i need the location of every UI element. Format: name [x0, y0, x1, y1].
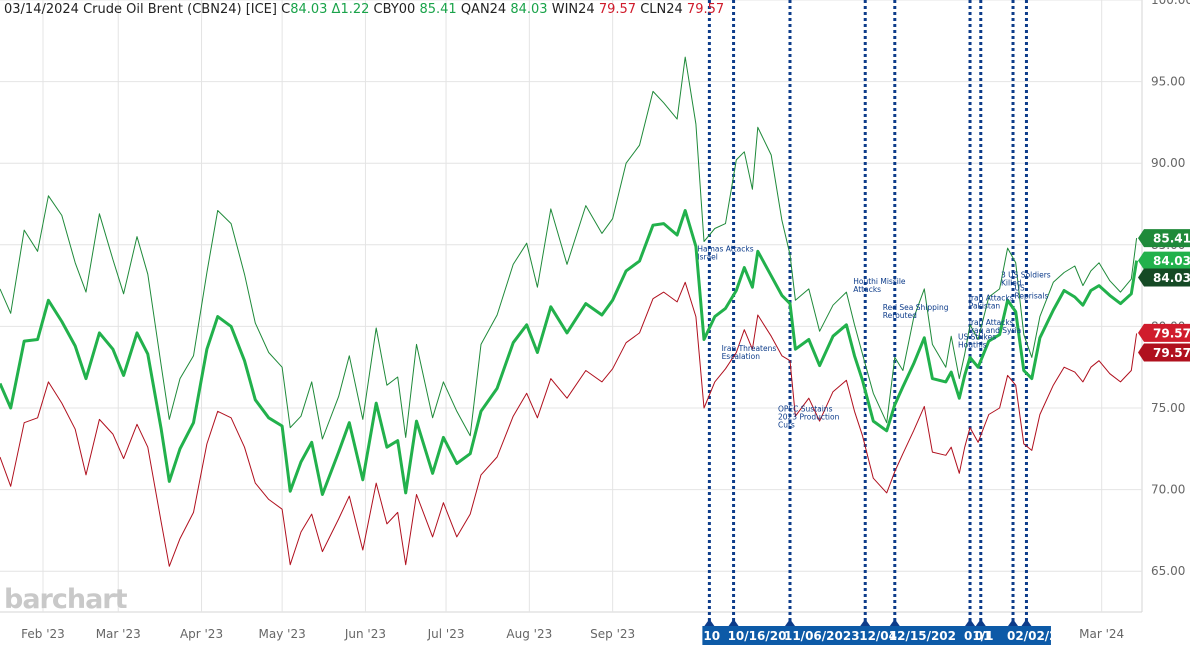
event-annotation-text: Israel	[697, 252, 718, 261]
header-s4-label: CLN24	[640, 2, 683, 17]
event-annotation-text: Houthi Missile	[853, 277, 906, 286]
chart-header: 03/14/2024 Crude Oil Brent (CBN24) [ICE]…	[4, 2, 724, 17]
event-date-label: 12/04	[859, 629, 897, 643]
event-annotation-text: Escalation	[722, 352, 761, 361]
x-tick-label: Jul '23	[427, 627, 465, 641]
event-annotation-text: Red Sea Shipping	[883, 303, 949, 312]
y-tick-label: 75.00	[1151, 401, 1185, 415]
event-annotation-text: Iran Attacks	[969, 293, 1014, 302]
event-date-label: 01/1	[964, 629, 993, 643]
event-annotation-text: Attacks	[853, 285, 881, 294]
event-date-label: 10	[703, 629, 720, 643]
series-line-qan24	[0, 209, 1139, 496]
series-line-cby00	[0, 56, 1138, 440]
header-s1-value: 85.41	[419, 2, 457, 17]
event-annotation-text: Rerouted	[883, 311, 917, 320]
x-axis: Feb '23 Mar '23 Apr '23 May '23 Jun '23 Jul '…	[21, 627, 1124, 641]
event-marker-arrow	[728, 619, 739, 626]
event-annotation-text: OPEC Sustains	[778, 404, 833, 413]
event-annotation-text: Houthis	[958, 340, 987, 349]
event-marker-arrow	[784, 619, 795, 626]
x-tick-label: Feb '23	[21, 627, 65, 641]
last-value-badge	[1138, 229, 1190, 248]
event-date-label: 11/06/2023	[784, 629, 860, 643]
event-marker-arrow	[965, 619, 976, 626]
event-annotation-text: Reprisals	[1014, 291, 1048, 300]
header-c-value: 84.03	[290, 2, 328, 17]
y-tick-label: 65.00	[1151, 564, 1185, 578]
last-value-badge	[1138, 343, 1190, 362]
event-date-label: 10/16/20	[728, 629, 787, 643]
header-s2-value: 84.03	[510, 2, 548, 17]
x-tick-label: Aug '23	[506, 627, 552, 641]
last-value-badge	[1138, 251, 1190, 270]
event-annotation-text: Iran Threatens	[722, 344, 777, 353]
y-tick-label: 90.00	[1151, 156, 1185, 170]
event-marker-arrow	[975, 619, 986, 626]
x-tick-label: Sep '23	[590, 627, 635, 641]
event-date-label: 01	[975, 629, 992, 643]
event-marker-arrow	[704, 619, 715, 626]
x-tick-label: Jun '23	[344, 627, 386, 641]
event-annotation-text: Cuts	[778, 420, 795, 429]
event-annotation-text: US Strikes	[958, 332, 996, 341]
event-annotation-text: Hamas Attacks	[697, 244, 753, 253]
series-line-win24	[0, 281, 1138, 567]
last-value-text: 79.57	[1153, 326, 1190, 340]
last-value-badge	[1138, 323, 1190, 342]
x-tick-label: Mar '23	[96, 627, 141, 641]
event-marker-arrow	[860, 619, 871, 626]
header-s1-label: CBY00	[373, 2, 416, 17]
header-s3-value: 79.57	[598, 2, 637, 17]
y-tick-label: 100.00	[1151, 0, 1190, 7]
event-date-band	[702, 626, 1051, 645]
event-marker-arrow	[1008, 619, 1019, 626]
last-value-text: 84.03	[1153, 271, 1190, 285]
header-s4-value: 79.57	[686, 2, 725, 17]
header-instrument: Crude Oil Brent (CBN24) [ICE]	[83, 2, 277, 17]
header-c-label: C	[281, 2, 291, 17]
series-lines	[0, 56, 1139, 567]
event-annotation-text: 2023 Production	[778, 412, 840, 421]
header-s3-label: WIN24	[551, 2, 595, 17]
y-tick-label: 70.00	[1151, 483, 1185, 497]
last-value-text: 84.03	[1153, 254, 1190, 268]
last-value-labels: 85.41 84.03 84.03 79.57 79.57	[1138, 229, 1190, 362]
last-value-text: 85.41	[1153, 232, 1190, 246]
event-annotation-text: Pakistan	[969, 301, 1001, 310]
event-annotation-text: Iraq and Syria	[969, 326, 1022, 335]
x-tick-label: Mar '24	[1079, 627, 1124, 641]
event-annotation-text: Iran Attacks	[969, 318, 1014, 327]
event-annotation-text: Killed	[1001, 278, 1022, 287]
last-value-badge	[1138, 268, 1190, 287]
x-tick-label: May '23	[259, 627, 306, 641]
event-date-label: 12/15/202	[889, 629, 956, 643]
header-date: 03/14/2024	[4, 2, 79, 17]
last-value-text: 79.57	[1153, 346, 1190, 360]
header-change: Δ1.22	[331, 2, 370, 17]
event-marker-arrow	[1021, 619, 1032, 626]
barchart-watermark: barchart	[4, 584, 128, 615]
event-marker-arrow	[889, 619, 900, 626]
x-tick-label: Apr '23	[180, 627, 223, 641]
y-tick-label: 95.00	[1151, 75, 1185, 89]
event-annotation-text: 3 US Soldiers	[1001, 270, 1051, 279]
header-s2-label: QAN24	[460, 2, 507, 17]
event-date-label: 02/02/2024	[1007, 629, 1083, 643]
event-annotation-text: US	[1014, 283, 1024, 292]
y-axis: 65.0070.0075.0080.0085.0090.0095.00100.0…	[1151, 0, 1190, 578]
